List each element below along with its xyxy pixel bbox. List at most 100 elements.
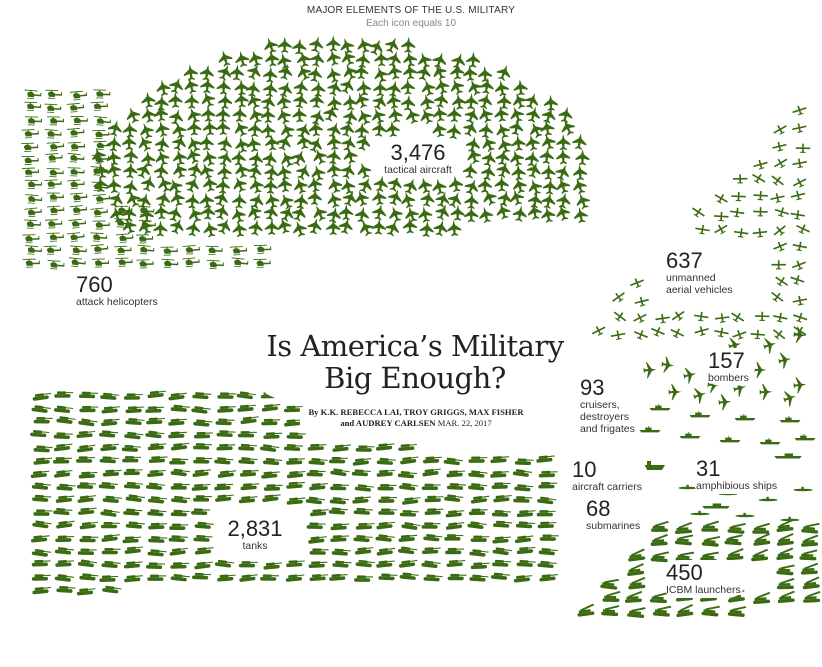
fighter-jet-icon <box>385 120 400 138</box>
tank-icon <box>31 535 50 543</box>
tank-icon <box>56 483 76 491</box>
tank-icon <box>283 405 303 413</box>
tank-icon <box>308 561 328 568</box>
fighter-jet-icon <box>496 161 511 179</box>
fighter-jet-icon <box>167 205 182 222</box>
helicopter-icon <box>91 154 110 164</box>
fighter-jet-icon <box>387 189 402 206</box>
label-bombers: 157 bombers <box>702 348 755 386</box>
fighter-jet-icon <box>526 106 540 123</box>
fighter-jet-icon <box>463 120 477 137</box>
helicopter-icon <box>21 156 39 165</box>
count-cruisers: 93 <box>580 375 605 400</box>
tank-icon <box>445 522 465 530</box>
tank-icon <box>147 549 167 557</box>
fighter-jet-icon <box>245 80 260 98</box>
fighter-jet-icon <box>387 175 402 192</box>
fighter-jet-icon <box>452 93 467 110</box>
warship-icon <box>779 416 801 423</box>
fighter-jet-icon <box>418 52 432 69</box>
fighter-jet-icon <box>451 53 465 70</box>
helicopter-icon <box>45 153 63 163</box>
helicopter-icon <box>67 167 85 177</box>
fighter-jet-icon <box>477 176 492 193</box>
tank-icon <box>399 510 419 517</box>
tank-icon <box>516 510 536 518</box>
tank-icon <box>538 482 558 489</box>
fighter-jet-icon <box>432 178 447 196</box>
fighter-jet-icon <box>464 93 479 110</box>
helicopter-icon <box>69 192 88 203</box>
drone-icon <box>771 175 784 186</box>
tank-icon <box>400 456 419 465</box>
tank-icon <box>306 469 326 477</box>
helicopter-icon <box>91 258 110 268</box>
tank-icon <box>54 469 73 478</box>
tank-icon <box>100 392 120 400</box>
fighter-jet-icon <box>511 134 526 152</box>
fighter-jet-icon <box>277 36 292 53</box>
helicopter-icon <box>137 244 155 255</box>
missile-launcher-icon <box>802 576 820 590</box>
drone-icon <box>771 291 784 303</box>
helicopter-icon <box>22 234 40 244</box>
fighter-jet-icon <box>447 220 462 237</box>
drone-icon <box>612 292 625 303</box>
tank-icon <box>377 484 397 491</box>
tank-icon <box>423 534 443 542</box>
tank-icon <box>330 535 350 542</box>
tank-icon <box>191 406 211 414</box>
caption-cruisers-1: cruisers, <box>580 399 620 411</box>
fighter-jet-icon <box>234 79 249 96</box>
fighter-jet-icon <box>464 107 479 124</box>
tank-icon <box>193 431 213 439</box>
helicopter-icon <box>24 207 42 218</box>
tank-icon <box>355 547 374 555</box>
fighter-jet-icon <box>541 206 556 223</box>
fighter-jet-icon <box>326 148 341 165</box>
fighter-jet-icon <box>388 106 403 123</box>
tank-icon <box>101 548 121 555</box>
fighter-jet-icon <box>526 162 541 179</box>
fighter-jet-icon <box>169 178 183 195</box>
fighter-jet-icon <box>261 122 276 139</box>
tank-icon <box>445 547 464 555</box>
tank-icon <box>537 521 557 529</box>
tank-icon <box>124 546 144 554</box>
tank-icon <box>56 520 75 529</box>
tank-icon <box>193 534 213 542</box>
tank-icon <box>55 535 75 543</box>
missile-launcher-icon <box>602 590 621 602</box>
fighter-jet-icon <box>510 189 525 206</box>
fighter-jet-icon <box>277 164 292 181</box>
drone-icon <box>792 295 808 306</box>
bomber-icon <box>759 383 773 401</box>
helicopter-icon <box>46 141 65 152</box>
helicopter-icon <box>46 232 64 242</box>
fighter-jet-icon <box>463 64 478 82</box>
fighter-jet-icon <box>343 64 358 81</box>
bomber-icon <box>728 337 742 354</box>
fighter-jet-icon <box>297 133 312 150</box>
helicopter-icon <box>92 220 110 230</box>
drone-icon <box>634 296 649 307</box>
tank-icon <box>56 585 76 593</box>
fighter-jet-icon <box>93 176 108 193</box>
fighter-jet-icon <box>401 191 416 209</box>
tank-icon <box>193 419 213 427</box>
drone-icon <box>733 228 749 238</box>
tank-icon <box>77 548 97 555</box>
fighter-jet-icon <box>202 119 218 136</box>
fighter-jet-icon <box>340 120 355 138</box>
fighter-jet-icon <box>496 122 511 140</box>
tank-icon <box>148 536 168 543</box>
drone-icon <box>695 224 710 235</box>
fighter-jet-icon <box>313 205 328 222</box>
fighter-jet-icon <box>466 51 481 68</box>
drone-icon <box>670 328 685 339</box>
drone-icon <box>691 207 705 218</box>
caption-uav-1: unmanned <box>666 272 716 284</box>
helicopter-icon <box>115 205 133 215</box>
fighter-jet-icon <box>106 149 121 166</box>
fighter-jet-icon <box>327 133 342 151</box>
